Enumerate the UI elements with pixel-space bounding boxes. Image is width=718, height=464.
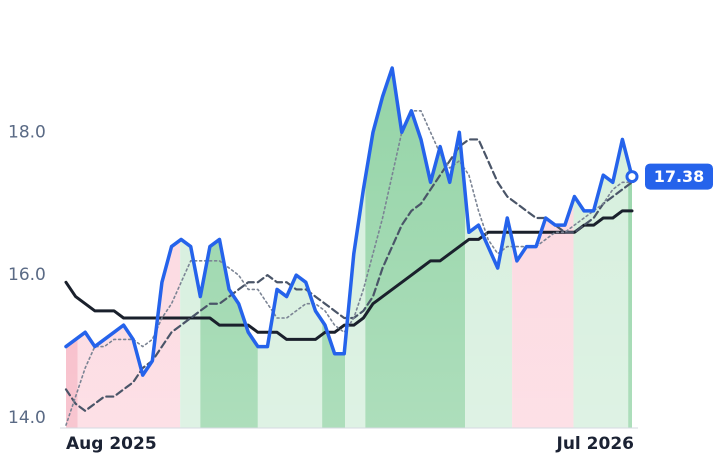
area-fade	[66, 68, 632, 428]
last-value-label: 17.38	[654, 167, 705, 186]
y-tick-label: 18.0	[8, 122, 46, 142]
area	[66, 68, 632, 428]
last-point	[625, 170, 639, 184]
x-tick-label: Jul 2026	[556, 434, 635, 454]
x-tick-label: Aug 2025	[66, 434, 157, 454]
series	[64, 66, 634, 426]
long-ma-line	[64, 209, 634, 341]
mid-ma-line	[64, 138, 634, 412]
price-line	[64, 66, 634, 377]
y-tick-label: 14.0	[8, 408, 46, 428]
value-badge	[645, 163, 713, 190]
y-tick-label: 16.0	[8, 265, 46, 285]
